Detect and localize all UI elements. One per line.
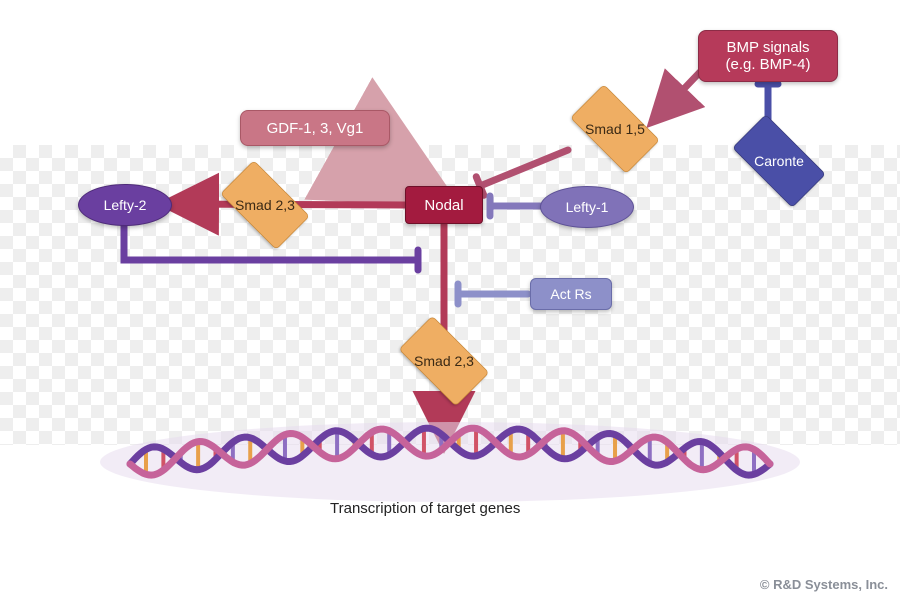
copyright-text: © R&D Systems, Inc.	[760, 577, 888, 592]
node-smad23a: Smad 2,3	[210, 172, 320, 238]
node-gdf: GDF-1, 3, Vg1	[240, 110, 390, 146]
node-smad23b: Smad 2,3	[388, 328, 500, 394]
transcription-caption: Transcription of target genes	[330, 500, 520, 517]
node-smad15: Smad 1,5	[560, 96, 670, 162]
node-lefty2: Lefty-2	[78, 184, 172, 226]
node-lefty1: Lefty-1	[540, 186, 634, 228]
node-actrs: Act Rs	[530, 278, 612, 310]
node-bmp: BMP signals (e.g. BMP-4)	[698, 30, 838, 82]
node-nodal: Nodal	[405, 186, 483, 224]
node-caronte: Caronte	[720, 128, 838, 194]
